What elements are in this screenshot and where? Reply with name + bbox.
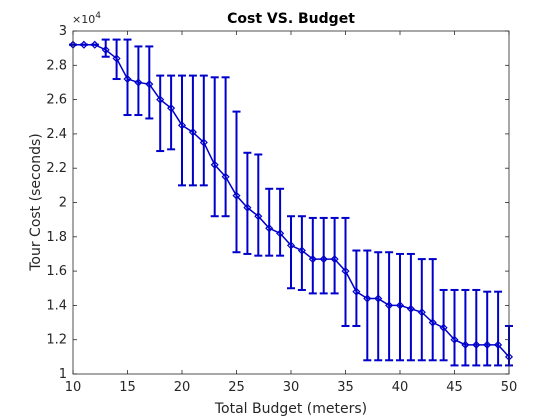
data-point-marker [472, 340, 481, 349]
error-bar [210, 76, 219, 218]
data-point-marker [243, 203, 252, 212]
data-point-marker [123, 74, 132, 84]
data-point-marker [145, 80, 154, 89]
data-point-marker [374, 294, 383, 303]
y-tick-label: 2.6 [46, 93, 67, 108]
x-axis-label: Total Budget (meters) [214, 401, 367, 417]
x-tick-label: 45 [446, 380, 463, 395]
error-bar [232, 110, 241, 254]
error-bar [243, 151, 252, 255]
x-tick-label: 20 [174, 380, 191, 395]
y-tick-label: 2.8 [46, 58, 67, 73]
error-bar [145, 45, 154, 120]
y-tick-label: 2.4 [46, 127, 67, 142]
error-bar [178, 74, 186, 187]
error-bar [461, 288, 470, 367]
x-tick-label: 25 [228, 380, 245, 395]
data-point-marker [461, 340, 470, 349]
data-point-marker [363, 294, 372, 303]
data-point-marker [276, 229, 285, 238]
data-point-marker [341, 267, 350, 276]
y-tick-label: 1 [59, 367, 67, 382]
chart-title: Cost VS. Budget [227, 11, 355, 27]
error-bar [472, 288, 481, 367]
y-tick-label: 1.2 [46, 333, 67, 348]
data-point-marker [330, 255, 339, 264]
error-bar [287, 215, 295, 290]
data-point-marker [210, 160, 219, 169]
data-point-marker [428, 318, 437, 327]
data-point-marker [494, 340, 503, 349]
error-bar [450, 288, 459, 367]
x-tick-label: 50 [501, 380, 518, 395]
y-tick-label: 3 [59, 24, 67, 39]
data-point-marker [319, 255, 328, 264]
data-point-marker [90, 40, 99, 49]
data-point-marker [385, 301, 394, 310]
data-point-marker [221, 172, 230, 181]
data-point-marker [406, 304, 415, 313]
series-line [73, 43, 510, 358]
x-tick-label: 10 [65, 380, 82, 395]
y-tick-label: 1.6 [46, 264, 67, 279]
x-tick-label: 15 [119, 380, 136, 395]
error-bar [396, 252, 404, 362]
data-point-marker [308, 255, 317, 264]
x-tick-label: 35 [337, 380, 354, 395]
plot-area [73, 31, 509, 374]
data-point-marker [439, 323, 448, 332]
error-bar [276, 187, 285, 257]
error-bar [494, 290, 503, 367]
data-point-marker [177, 121, 187, 130]
y-tick-label: 2.2 [46, 161, 67, 176]
error-bar [199, 74, 208, 187]
error-bar [188, 74, 197, 187]
data-point-marker [188, 128, 197, 137]
error-bar [254, 153, 263, 257]
data-point-marker [112, 54, 121, 63]
data-point-marker [395, 301, 405, 310]
data-point-marker [352, 287, 361, 296]
y-tick-label: 1.4 [46, 298, 67, 313]
data-point-marker [483, 340, 492, 349]
data-point-marker [134, 78, 143, 87]
x-tick-label: 30 [283, 380, 300, 395]
error-bar [134, 45, 143, 117]
data-point-marker [101, 45, 110, 54]
error-bar [265, 187, 274, 257]
data-point-marker [297, 246, 306, 255]
x-axis-ticks: 10 15 20 25 30 35 40 45 50 [65, 31, 518, 395]
error-bar [483, 290, 492, 367]
error-bar [363, 249, 372, 362]
data-point-marker [417, 308, 426, 317]
data-point-marker [79, 40, 88, 49]
data-point-marker [167, 104, 176, 113]
error-bar [167, 74, 176, 151]
data-point-marker [265, 224, 274, 233]
data-series [68, 40, 514, 361]
y-axis-ticks: 1 1.2 1.4 1.6 1.8 2 2.2 2.4 2.6 2.8 3 [46, 24, 509, 382]
error-bar [374, 251, 383, 362]
y-axis-exponent: ×104 [72, 11, 101, 26]
error-bar [123, 38, 132, 117]
error-bar [428, 258, 437, 362]
error-bar [406, 252, 415, 362]
x-tick-label: 40 [392, 380, 409, 395]
error-bar [156, 74, 165, 153]
data-point-marker [450, 335, 459, 344]
data-point-marker [254, 212, 263, 221]
y-tick-label: 2 [59, 196, 67, 211]
y-tick-label: 1.8 [46, 230, 67, 245]
y-axis-label: Tour Cost (seconds) [28, 133, 44, 272]
data-point-marker [232, 191, 241, 200]
data-point-marker [199, 138, 208, 147]
axes-box [72, 30, 510, 375]
data-point-marker [286, 241, 296, 250]
error-bar [385, 251, 394, 362]
data-point-marker [156, 95, 165, 104]
error-bar [221, 76, 230, 218]
